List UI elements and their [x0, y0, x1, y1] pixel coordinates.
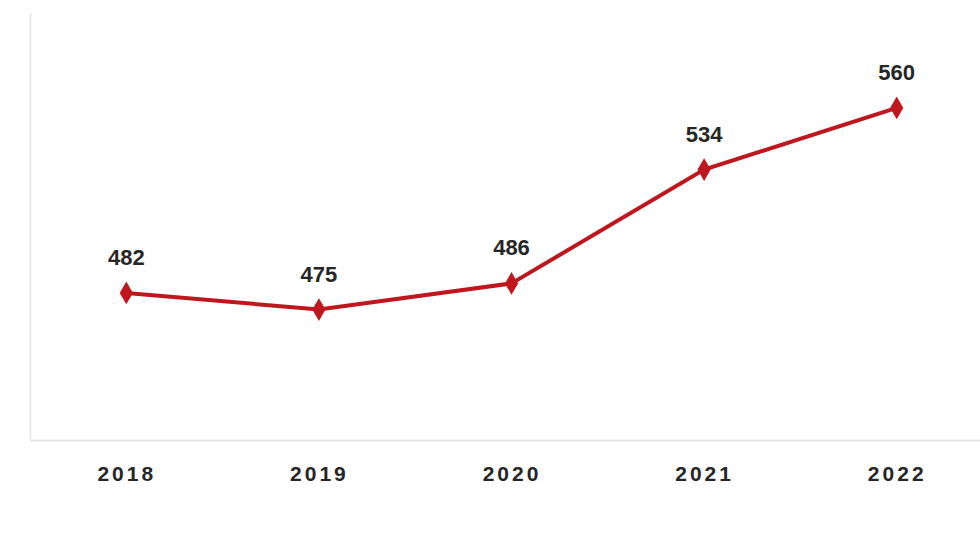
- data-label: 482: [108, 245, 145, 270]
- x-tick-label: 2020: [483, 462, 542, 485]
- data-label: 534: [686, 122, 723, 147]
- x-tick-label: 2018: [97, 462, 156, 485]
- marker: [312, 298, 325, 321]
- x-tick-label: 2021: [675, 462, 734, 485]
- data-label: 475: [301, 262, 338, 287]
- x-tick: 2022: [868, 440, 927, 485]
- x-tick-label: 2019: [290, 462, 349, 485]
- marker: [890, 96, 903, 119]
- x-axis: 2018 2019 2020 2021 2022: [31, 440, 980, 485]
- x-axis-line: [31, 440, 980, 442]
- line: [126, 108, 896, 310]
- x-tick: 2021: [675, 440, 734, 485]
- x-tick: 2018: [97, 440, 156, 485]
- data-labels: 482 475 486 534 560: [108, 60, 915, 287]
- marker: [120, 282, 133, 305]
- y-axis-line: [30, 14, 32, 441]
- data-label: 560: [878, 60, 915, 85]
- marker: [698, 158, 711, 181]
- marker: [505, 272, 518, 295]
- y-axis: [30, 14, 31, 441]
- chart: 2018 2019 2020 2021 2022 482 475 486 534 560: [0, 0, 980, 560]
- data-label: 486: [493, 235, 530, 260]
- plot-area: [120, 96, 904, 320]
- x-tick: 2019: [290, 440, 349, 485]
- x-tick: 2020: [483, 440, 542, 485]
- x-tick-label: 2022: [868, 462, 927, 485]
